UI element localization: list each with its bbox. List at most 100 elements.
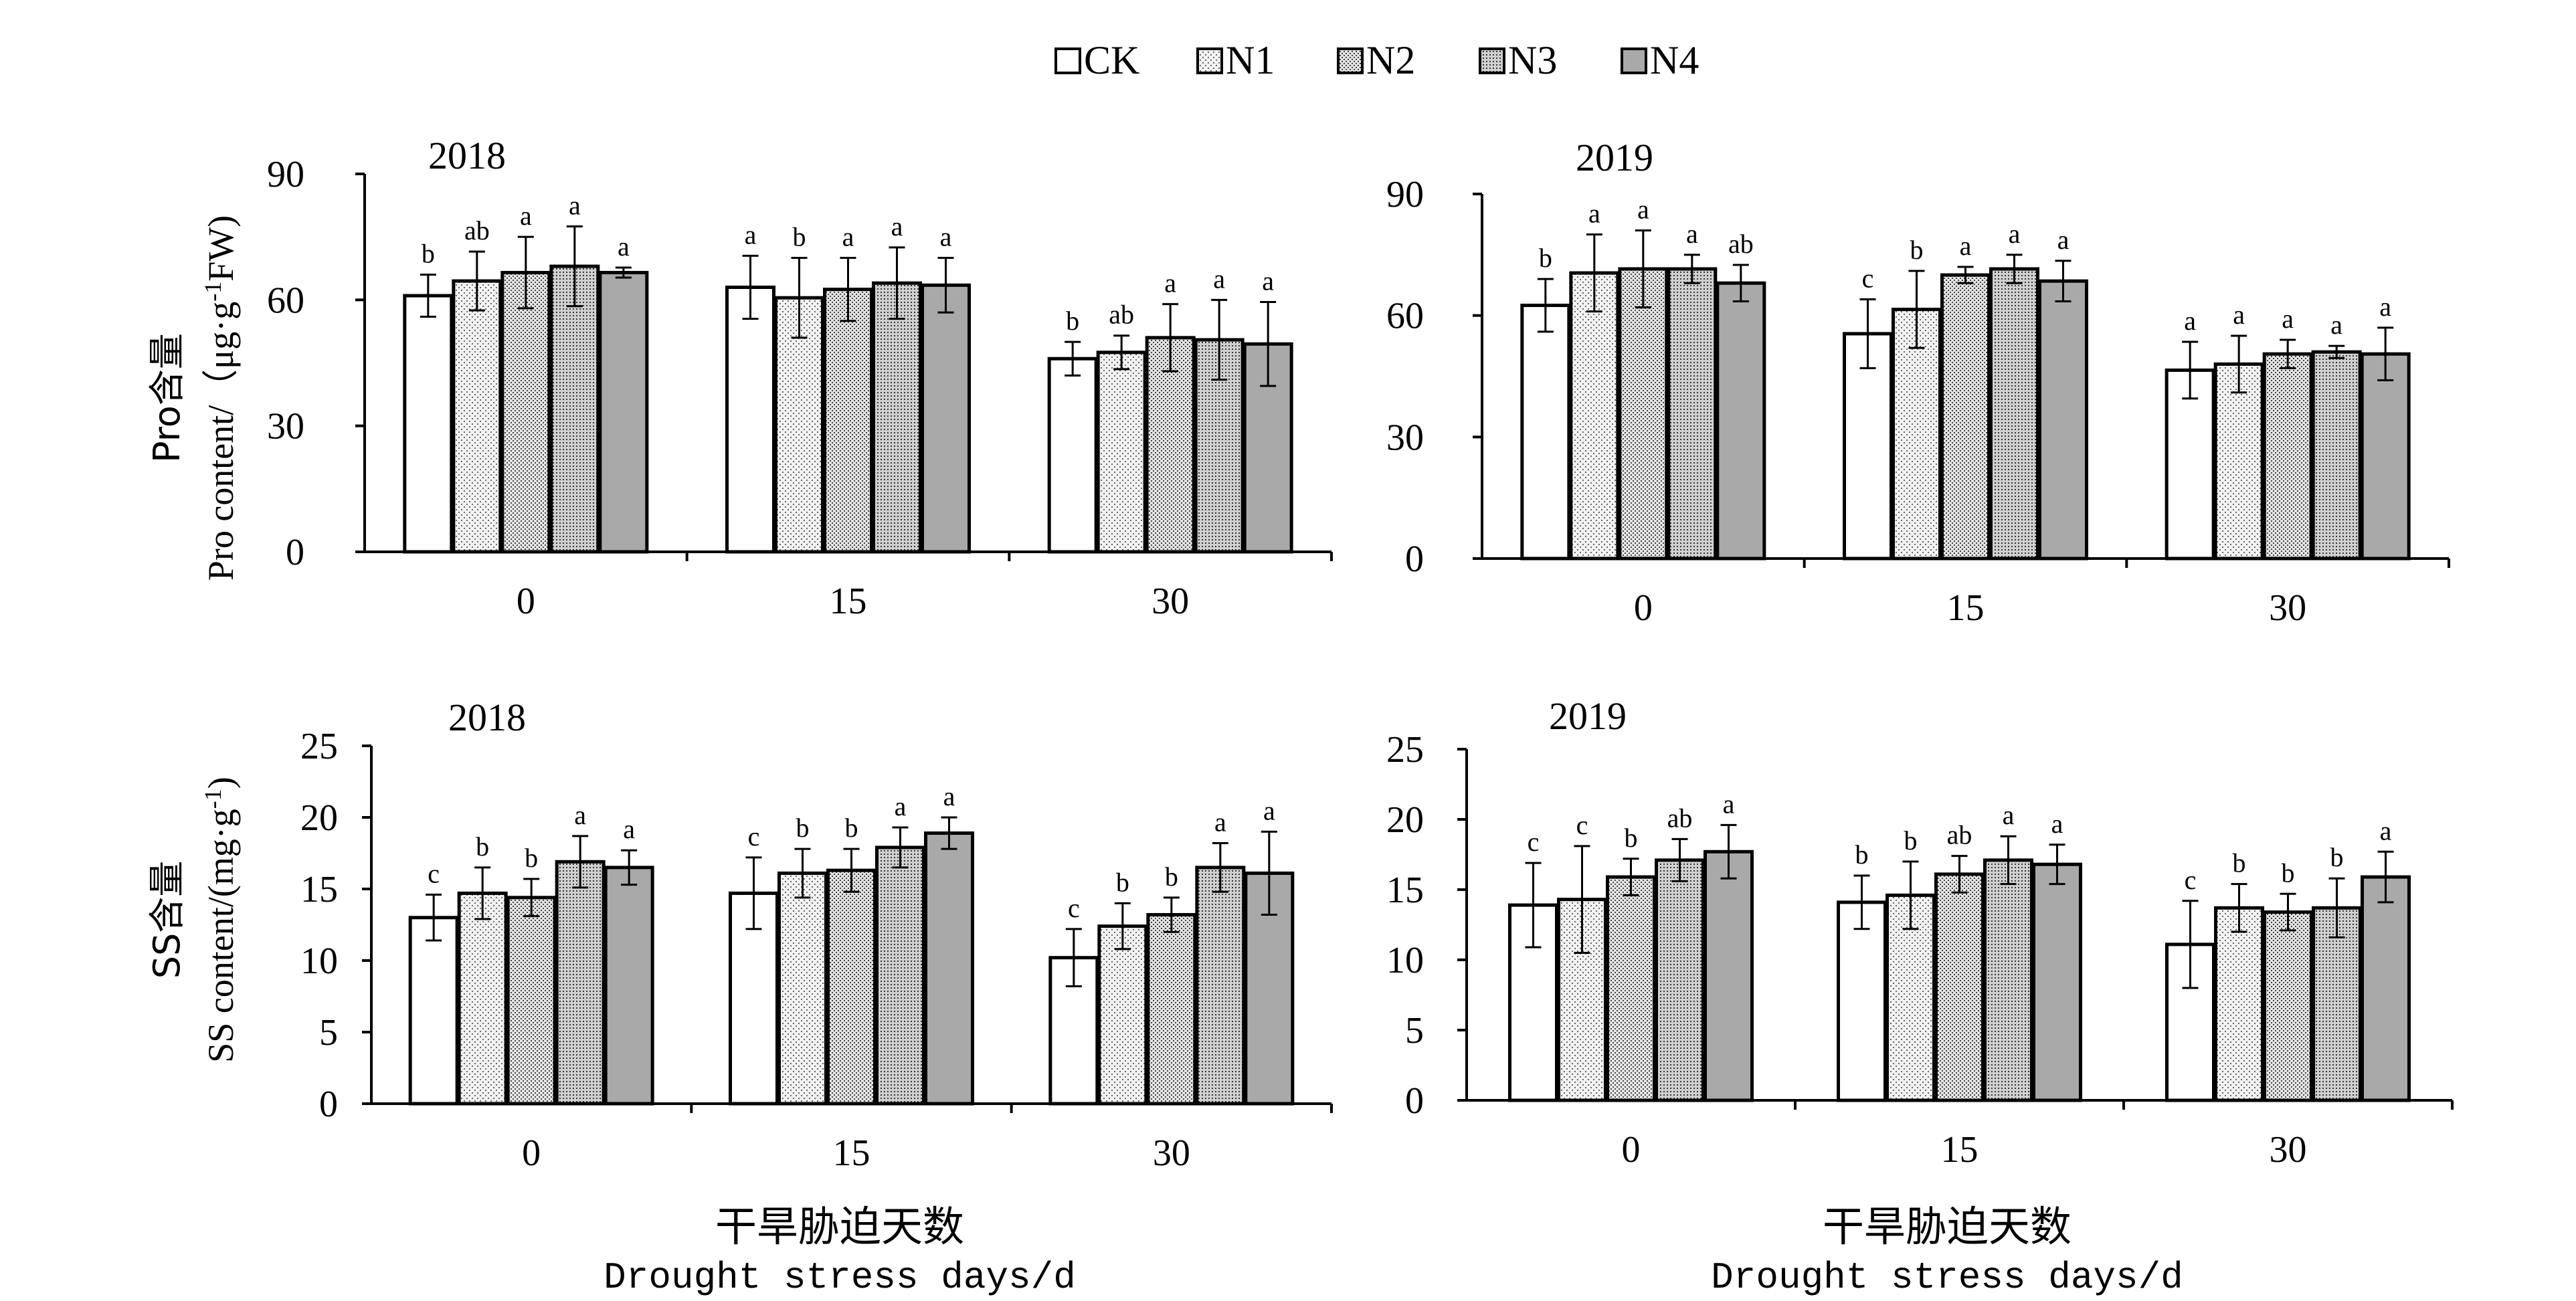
significance-letter: c	[1068, 893, 1080, 923]
significance-letter: a	[1214, 807, 1226, 837]
bar-n2-day-15	[1934, 872, 1985, 1102]
significance-letter: a	[842, 222, 854, 252]
bar-n3-day-0	[555, 860, 606, 1106]
bar-n2-day-0	[500, 271, 551, 554]
significance-letter: ab	[1947, 820, 1972, 850]
bar-ck-day-15	[1837, 900, 1887, 1102]
x-tick-label: 15	[1941, 1129, 1979, 1171]
significance-letter: a	[1164, 268, 1176, 298]
chart-title: 2019	[1576, 136, 1653, 179]
significance-letter: ab	[1109, 300, 1134, 330]
y-label-pro: Pro含量 Pro content/（μg·g-1FW)	[146, 215, 241, 581]
y-tick-label: 0	[1405, 1080, 1424, 1122]
significance-letter: b	[1165, 862, 1178, 892]
legend-swatch-ck	[1054, 47, 1081, 74]
bar-n3-day-30	[2312, 906, 2362, 1102]
significance-letter: b	[796, 813, 810, 843]
y-label-ss-en-prefix: SS content/(mg·g	[201, 809, 241, 1062]
significance-letter: b	[2233, 848, 2246, 878]
significance-letter: a	[520, 201, 532, 231]
legend-swatch-n4	[1621, 47, 1647, 74]
bar-n4-day-15	[924, 831, 974, 1106]
significance-letter: c	[1576, 810, 1588, 840]
bar-ck-day-0	[403, 294, 454, 554]
y-tick-label: 5	[319, 1012, 338, 1054]
significance-letter: b	[2330, 842, 2344, 872]
bar-n1-day-30	[1096, 351, 1147, 554]
legend-label-n4: N4	[1650, 38, 1699, 82]
bar-ck-day-0	[1520, 304, 1571, 561]
significance-letter: a	[891, 211, 903, 241]
bar-n2-day-15	[1940, 273, 1991, 561]
chart-title: 2018	[448, 696, 526, 739]
significance-letter: ab	[1728, 229, 1754, 259]
bar-n1-day-0	[1569, 271, 1620, 561]
bar-n2-day-30	[2263, 910, 2313, 1102]
y-label-ss-en-suffix: )	[201, 777, 241, 789]
x-tick-label: 0	[1634, 587, 1653, 629]
x-tick-label: 0	[517, 581, 535, 622]
bar-n3-day-0	[1655, 858, 1705, 1102]
bar-n3-day-15	[875, 845, 925, 1106]
y-tick-label: 90	[1386, 174, 1424, 215]
significance-letter: ab	[464, 215, 490, 245]
significance-letter: a	[2003, 800, 2015, 830]
y-tick-label: 25	[300, 726, 338, 767]
bar-n4-day-0	[598, 271, 649, 554]
bar-n4-day-0	[604, 866, 654, 1106]
bar-n1-day-15	[777, 871, 828, 1106]
y-tick-label: 60	[267, 280, 304, 321]
x-label-left-cn: 干旱胁迫天数	[715, 1202, 964, 1251]
significance-letter: c	[748, 821, 760, 852]
significance-letter: a	[1588, 199, 1600, 229]
significance-letter: b	[1116, 867, 1129, 897]
y-label-ss: SS含量 SS content/(mg·g-1)	[146, 777, 241, 1062]
chart-ss-2018: 2018 0 5 10 15 20 25 0 c b b a a 15 c b b a a 30 c b b a a	[300, 696, 1333, 1174]
significance-letter: a	[2282, 304, 2294, 334]
y-tick-label: 25	[1386, 729, 1424, 771]
bar-n3-day-15	[872, 281, 922, 554]
bar-n2-day-15	[826, 868, 877, 1106]
x-tick-label: 0	[1622, 1129, 1641, 1171]
bar-n3-day-30	[2311, 350, 2362, 561]
y-label-pro-en-sup: -1	[199, 282, 226, 302]
significance-letter: a	[1213, 264, 1225, 294]
bar-n1-day-30	[2214, 906, 2264, 1102]
y-tick-label: 0	[286, 532, 304, 573]
y-label-pro-cn: Pro含量	[146, 333, 188, 463]
y-tick-label: 60	[1386, 296, 1424, 337]
bar-n2-day-30	[2262, 352, 2313, 561]
y-label-pro-en: Pro content/（μg·g-1FW)	[199, 215, 241, 581]
bar-ck-day-30	[1047, 357, 1098, 554]
bar-n4-day-30	[2360, 352, 2411, 561]
significance-letter: a	[2380, 815, 2392, 845]
bar-n2-day-30	[1146, 913, 1197, 1106]
x-tick-label: 30	[1152, 581, 1189, 622]
significance-letter: a	[745, 219, 757, 249]
bar-n1-day-15	[774, 296, 824, 554]
bar-n4-day-15	[2032, 862, 2082, 1102]
legend-item-ck: CK	[1054, 38, 1139, 82]
legend-swatch-n2	[1337, 47, 1364, 74]
y-tick-label: 10	[1386, 940, 1424, 981]
x-label-right-en: Drought stress days/d	[1711, 1256, 2183, 1299]
y-label-pro-en-suffix: FW)	[201, 215, 241, 282]
legend-swatch-n1	[1196, 47, 1223, 74]
y-tick-label: 90	[267, 154, 304, 195]
bar-n3-day-30	[1194, 338, 1245, 554]
significance-letter: a	[1637, 195, 1649, 225]
x-tick-label: 15	[1947, 587, 1985, 629]
y-label-ss-cn: SS含量	[146, 861, 188, 979]
significance-letter: a	[2051, 809, 2063, 839]
y-label-ss-en-sup: -1	[199, 789, 226, 809]
y-tick-label: 15	[1386, 870, 1424, 911]
significance-letter: c	[2185, 865, 2197, 895]
bar-n3-day-15	[1989, 267, 2039, 561]
significance-letter: a	[569, 190, 581, 220]
y-tick-label: 5	[1405, 1010, 1424, 1052]
bar-n2-day-15	[823, 288, 873, 554]
chart-title: 2019	[1549, 694, 1627, 738]
